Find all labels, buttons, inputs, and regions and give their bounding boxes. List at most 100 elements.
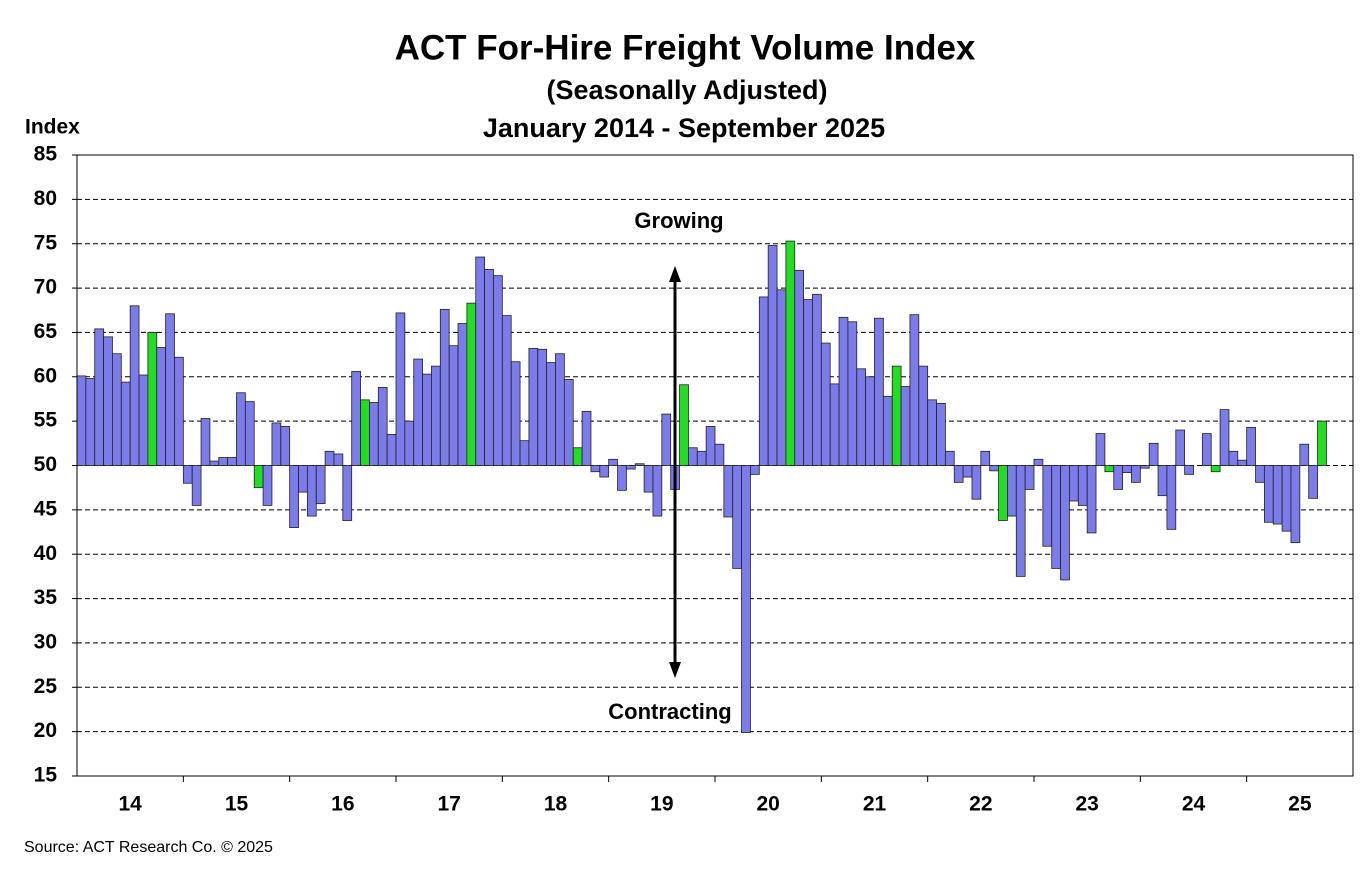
bar: [342, 465, 353, 521]
y-tick-label: 25: [34, 675, 58, 698]
bar: [1139, 465, 1150, 469]
bar: [1086, 465, 1097, 534]
bar: [1263, 465, 1274, 523]
y-tick-label: 45: [34, 497, 58, 520]
bar: [767, 245, 778, 466]
x-tick-label: 14: [118, 793, 142, 816]
bar: [1317, 420, 1327, 466]
bar: [333, 453, 344, 466]
bar: [360, 399, 370, 466]
bar: [94, 328, 104, 466]
bar: [634, 463, 645, 466]
bar: [758, 296, 769, 466]
x-tick-label: 16: [331, 793, 354, 816]
bar: [120, 381, 131, 466]
chart-title: ACT For-Hire Freight Volume Index: [395, 28, 976, 67]
y-tick-label: 55: [34, 409, 58, 432]
bar: [1095, 433, 1106, 466]
bar: [493, 275, 503, 466]
bar: [581, 410, 592, 466]
y-tick-label: 50: [34, 453, 57, 476]
x-tick-label: 18: [544, 793, 568, 816]
bar: [882, 395, 893, 466]
bar: [386, 434, 397, 466]
arrow-head-up: [669, 266, 681, 282]
bar: [165, 313, 175, 466]
arrow-head-down: [669, 662, 681, 678]
bar: [1166, 465, 1177, 530]
date-range: January 2014 - September 2025: [483, 113, 885, 143]
bar: [1069, 465, 1079, 502]
bar: [1308, 465, 1318, 499]
bar: [377, 387, 388, 466]
bar: [891, 365, 902, 466]
bar: [900, 386, 911, 466]
bar: [1148, 442, 1159, 466]
bar: [1007, 465, 1017, 517]
bar: [1281, 465, 1292, 532]
bar: [448, 345, 459, 466]
bar: [732, 465, 742, 569]
bar: [191, 465, 202, 506]
chart-subtitle: (Seasonally Adjusted): [546, 75, 827, 105]
bar: [714, 443, 725, 466]
bar: [918, 365, 929, 466]
bar: [85, 378, 96, 466]
bar: [1024, 465, 1035, 490]
bar: [103, 336, 113, 466]
x-tick-label: 20: [756, 793, 779, 816]
bar: [1272, 465, 1283, 525]
bar: [794, 269, 805, 466]
bar: [76, 375, 87, 466]
bar: [138, 374, 149, 466]
bar: [652, 465, 663, 517]
y-tick-label: 20: [34, 719, 57, 742]
bar: [510, 361, 521, 466]
bar: [262, 465, 273, 506]
bar: [1184, 465, 1194, 475]
bar: [785, 240, 796, 466]
bar: [315, 465, 326, 505]
bar: [1122, 465, 1132, 473]
bar: [236, 392, 246, 466]
bar: [998, 465, 1008, 521]
bar: [555, 353, 565, 466]
y-tick-label: 35: [34, 586, 58, 609]
bar: [501, 315, 512, 466]
bar: [962, 465, 973, 478]
bar: [413, 358, 423, 466]
bar: [280, 426, 291, 466]
bar: [298, 465, 308, 493]
bar: [750, 465, 760, 475]
bar: [741, 465, 751, 733]
bar: [643, 465, 654, 493]
y-tick-label: 70: [34, 276, 57, 299]
bar: [1157, 465, 1168, 497]
y-tick-label: 80: [34, 187, 57, 210]
bar: [590, 465, 601, 473]
bar: [820, 342, 831, 466]
bar: [1131, 465, 1141, 483]
bar: [174, 356, 184, 466]
x-tick-label: 22: [969, 793, 992, 816]
x-tick-label: 24: [1182, 793, 1206, 816]
annotation-growing: Growing: [634, 208, 723, 233]
bar: [989, 465, 999, 472]
bar: [617, 465, 627, 491]
bar: [599, 465, 610, 478]
bar: [980, 450, 991, 466]
bar: [953, 465, 964, 483]
bar: [1077, 465, 1088, 506]
bar: [1104, 465, 1115, 473]
bar: [1175, 429, 1186, 466]
bar: [395, 312, 406, 466]
bar: [156, 347, 167, 466]
bar: [227, 457, 237, 466]
bar: [209, 460, 220, 466]
bar: [625, 465, 636, 470]
y-tick-label: 65: [34, 320, 58, 343]
bar: [147, 332, 158, 466]
bar: [909, 314, 920, 466]
y-tick-label: 85: [34, 143, 58, 166]
y-tick-label: 30: [34, 630, 57, 653]
